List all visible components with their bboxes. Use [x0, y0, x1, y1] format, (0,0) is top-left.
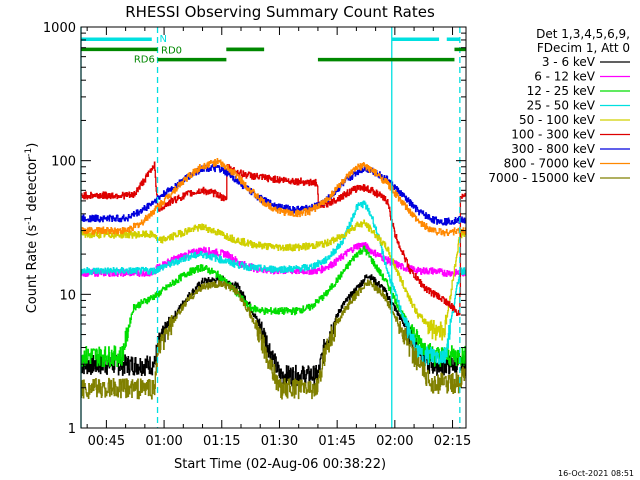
legend-label-7: 300 - 800 keV: [511, 142, 595, 156]
series-line-5: [81, 219, 466, 341]
x-axis-label: Start Time (02-Aug-06 00:38:22): [174, 457, 386, 472]
series-line-1: [81, 274, 466, 387]
x-axis: 00:45 01:00 01:15 01:30 01:45 02:00 02:15: [86, 27, 471, 449]
flag-label-n: N: [159, 34, 166, 45]
y-axis-label-mid: detector: [25, 156, 40, 216]
legend-header-line1: Det 1,3,4,5,6,9,: [536, 27, 630, 41]
y-axis-label-end: ): [25, 143, 40, 148]
y-axis: 1 10 100 1000: [43, 21, 466, 437]
legend: Det 1,3,4,5,6,9, FDecim 1, Att 0 3 - 6 k…: [488, 27, 630, 185]
legend-label-9: 7000 - 15000 keV: [488, 171, 595, 185]
flag-label-rd0: RD0: [161, 45, 182, 56]
flag-label-rd6: RD6: [134, 55, 155, 66]
legend-label-1: 3 - 6 keV: [542, 55, 596, 69]
legend-label-5: 50 - 100 keV: [519, 113, 596, 127]
chart-title: RHESSI Observing Summary Count Rates: [125, 3, 435, 21]
y-axis-label: Count Rate (s-1 detector-1): [24, 143, 40, 314]
x-tick-label-01:15: 01:15: [203, 434, 240, 449]
series-line-6: [81, 161, 466, 316]
x-tick-label-02:00: 02:00: [376, 434, 413, 449]
y-tick-label-10: 10: [59, 288, 76, 303]
y-tick-label-1000: 1000: [43, 21, 76, 36]
legend-label-4: 25 - 50 keV: [527, 99, 596, 113]
plot-frame: [80, 26, 467, 429]
y-tick-label-1: 1: [68, 422, 76, 437]
x-tick-label-01:30: 01:30: [261, 434, 298, 449]
x-tick-label-01:00: 01:00: [145, 434, 182, 449]
x-tick-label-00:45: 00:45: [88, 434, 125, 449]
generated-timestamp: 16-Oct-2021 08:51: [558, 469, 634, 478]
legend-label-3: 12 - 25 keV: [527, 84, 596, 98]
y-tick-label-100: 100: [51, 155, 76, 170]
series-group: [81, 158, 466, 400]
y-axis-label-exp1: -1: [24, 216, 34, 225]
legend-header-line2: FDecim 1, Att 0: [537, 41, 630, 55]
series-line-4: [81, 200, 466, 367]
series-line-8: [81, 158, 466, 237]
series-line-9: [81, 279, 466, 400]
x-tick-label-02:15: 02:15: [434, 434, 471, 449]
x-tick-label-01:45: 01:45: [318, 434, 355, 449]
legend-label-2: 6 - 12 keV: [534, 70, 596, 84]
legend-label-8: 800 - 7000 keV: [504, 157, 596, 171]
series-line-7: [81, 164, 466, 226]
legend-label-6: 100 - 300 keV: [511, 128, 595, 142]
y-axis-label-exp2: -1: [24, 148, 34, 157]
